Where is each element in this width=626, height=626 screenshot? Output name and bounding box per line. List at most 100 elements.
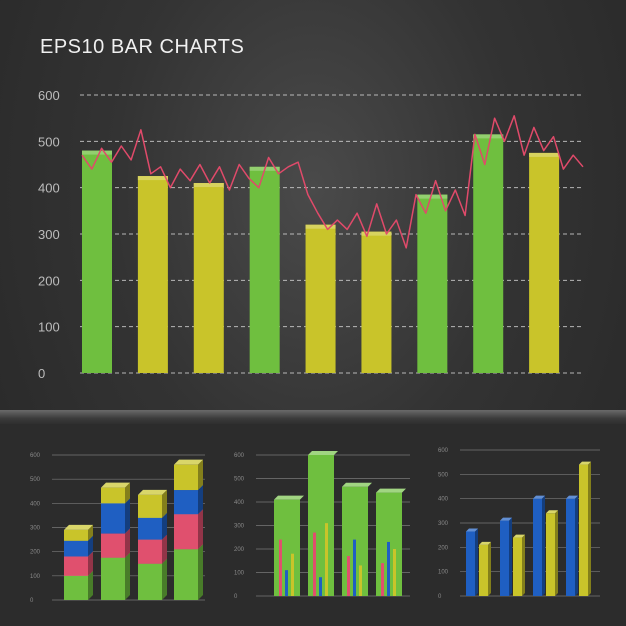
- pair-bar-1-0: [479, 541, 491, 596]
- pair-y-tick-0: 0: [438, 594, 442, 600]
- stack-bar-0-seg-3-front: [64, 529, 88, 541]
- stack-y-tick-1: 100: [30, 574, 41, 580]
- pair-bar-0-3-side: [542, 495, 545, 596]
- stack-bar-0-seg-1-side: [88, 551, 93, 576]
- group-outer-bar-2: [342, 482, 372, 596]
- main-bar-4-cap: [305, 224, 336, 229]
- main-bar-2-body: [193, 183, 224, 373]
- main-bar-0: [82, 150, 112, 373]
- main-bar-0-body: [82, 150, 112, 373]
- pair-bar-0-0: [466, 528, 478, 596]
- stack-bar-1-seg-0-front: [101, 557, 125, 600]
- group-y-tick-2: 200: [234, 547, 245, 553]
- main-bar-6-body: [417, 194, 448, 373]
- stack-bar-3-seg-0-side: [198, 544, 203, 600]
- pair-y-tick-5: 500: [438, 472, 449, 478]
- stack-bar-0-seg-2-front: [64, 540, 88, 557]
- main-trend-line: [81, 115, 584, 249]
- main-y-tick-0: 0: [38, 366, 45, 381]
- pair-bar-1-3-top: [579, 461, 591, 465]
- pair-bar-1-0-side: [488, 541, 491, 596]
- stack-bar-3-seg-2-side: [198, 485, 203, 515]
- stack-bar-2-seg-1-front: [138, 539, 162, 564]
- stack-bar-0-seg-0-front: [64, 575, 88, 600]
- group-inner-bar-1-2: [325, 523, 328, 596]
- main-bar-1-body: [137, 176, 168, 373]
- main-y-tick-6: 600: [38, 88, 60, 103]
- group-inner-bar-0-0: [279, 539, 282, 596]
- grouped-bar-chart: 0 100 200 300 400 500 600: [234, 451, 410, 600]
- stack-bar-0-seg-3-top: [64, 524, 93, 530]
- group-inner-bar-2-2: [359, 565, 362, 596]
- stack-bar-1-seg-3: [101, 482, 130, 504]
- group-inner-bar-0-2: [291, 553, 294, 596]
- stack-bar-1-seg-2-side: [125, 498, 130, 534]
- stack-bar-0-seg-3-side: [88, 524, 93, 541]
- pair-bar-1-3: [579, 461, 591, 596]
- main-bar-chart: 0 100 200 300 400 500 600: [38, 88, 584, 381]
- stack-bar-0-seg-2-side: [88, 535, 93, 557]
- main-bar-0-cap: [82, 150, 112, 155]
- group-inner-bar-2-0: [347, 556, 350, 596]
- pair-y-tick-3: 300: [438, 521, 449, 527]
- stack-y-tick-2: 200: [30, 550, 41, 556]
- paired-bar-chart: 0 100 200 300 400 500 600: [438, 448, 600, 600]
- main-bar-8: [529, 152, 560, 373]
- stack-y-tick-4: 400: [30, 501, 41, 507]
- group-y-tick-4: 400: [234, 500, 245, 506]
- stack-bar-2-seg-3: [138, 489, 167, 518]
- pair-bar-1-0-front: [479, 544, 488, 596]
- main-bar-5: [361, 231, 392, 373]
- stack-bar-1-seg-2: [101, 498, 130, 534]
- stack-bar-1-seg-3-front: [101, 487, 125, 504]
- group-inner-bar-1-0: [313, 532, 316, 596]
- main-bar-1-cap: [137, 176, 168, 181]
- pair-bar-1-1-top: [513, 534, 525, 538]
- stack-bar-1-seg-1-side: [125, 528, 130, 558]
- stack-y-tick-5: 500: [30, 477, 41, 483]
- pair-bar-1-2-side: [555, 510, 558, 596]
- stack-bar-3-seg-3-top: [174, 459, 203, 465]
- stack-bar-2-seg-2-side: [162, 512, 167, 540]
- group-y-tick-0: 0: [234, 594, 238, 600]
- main-bar-2-cap: [193, 183, 224, 188]
- stack-bar-1-seg-2-front: [101, 503, 125, 534]
- pair-bar-0-1-front: [500, 520, 509, 596]
- stack-bar-1-seg-1-front: [101, 533, 125, 558]
- main-bar-6: [417, 194, 448, 373]
- stack-bar-3-seg-1-front: [174, 514, 198, 550]
- group-y-tick-5: 500: [234, 477, 245, 483]
- group-outer-bar-3-top: [376, 488, 406, 493]
- main-bar-6-cap: [417, 194, 448, 199]
- group-outer-bar-1-front: [308, 455, 334, 596]
- group-inner-bar-3-0: [381, 563, 384, 596]
- pair-bar-0-4-side: [575, 495, 578, 596]
- group-inner-bar-1-1: [319, 577, 322, 596]
- main-bar-7-body: [473, 134, 504, 373]
- main-y-tick-1: 100: [38, 320, 60, 335]
- pair-bar-0-1-top: [500, 517, 512, 521]
- group-outer-bar-0-top: [274, 495, 304, 500]
- group-outer-bar-2-top: [342, 482, 372, 487]
- pair-bar-0-0-top: [466, 528, 478, 532]
- stack-bar-3-seg-3: [174, 459, 203, 491]
- stack-bar-2-seg-3-side: [162, 489, 167, 518]
- stack-bar-2-seg-3-front: [138, 494, 162, 518]
- group-y-tick-3: 300: [234, 524, 245, 530]
- main-bar-8-body: [529, 152, 560, 373]
- pair-bar-1-1-front: [513, 537, 522, 596]
- main-y-tick-2: 200: [38, 273, 60, 288]
- group-inner-bar-2-1: [353, 539, 356, 596]
- stack-bar-3-seg-2-front: [174, 490, 198, 515]
- stack-bar-1-seg-0: [101, 552, 130, 600]
- main-bar-8-cap: [529, 152, 560, 157]
- stack-bar-0-seg-1-front: [64, 556, 88, 576]
- group-inner-bar-3-2: [393, 549, 396, 596]
- pair-y-tick-1: 100: [438, 570, 449, 576]
- main-bar-2: [193, 183, 224, 373]
- stacked-bar-chart: 0 100 200 300 400 500 600: [30, 453, 205, 604]
- main-bar-1: [137, 176, 168, 373]
- main-y-tick-5: 500: [38, 134, 60, 149]
- stack-bar-2-seg-0-side: [162, 558, 167, 600]
